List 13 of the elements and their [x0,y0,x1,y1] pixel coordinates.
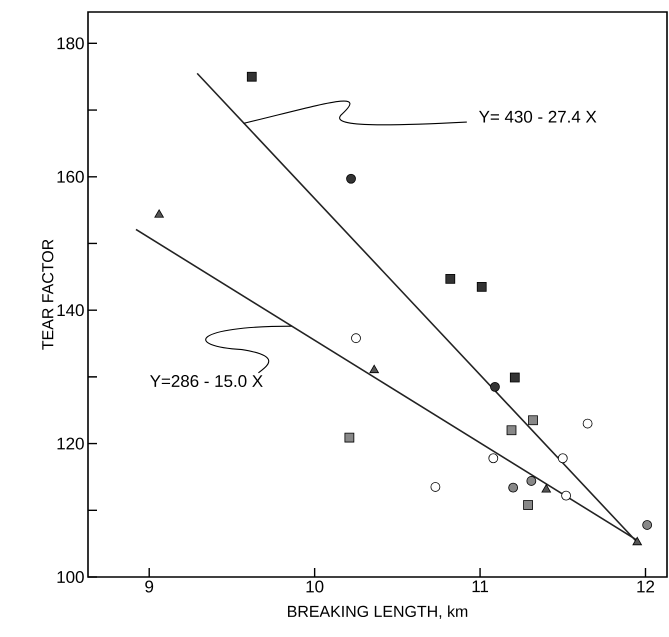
x-tick-label: 9 [145,580,154,593]
x-tick-label: 11 [472,580,488,592]
x-tick-label: 12 [637,580,654,592]
y-tick-label: 100 [58,571,84,583]
y-tick-label: 180 [58,37,84,50]
y-tick-label: 140 [58,304,84,316]
x-tick-label: 10 [306,580,324,593]
y-tick-label: 120 [58,438,84,450]
x-axis-title: BREAKING LENGTH, km [288,605,468,619]
y-axis-title: TEAR FACTOR [42,240,54,350]
y-tick-label: 160 [58,170,84,183]
annotation: Y= 430 - 27.4 X [479,110,596,123]
annotation: Y=286 - 15.0 X [150,375,263,388]
